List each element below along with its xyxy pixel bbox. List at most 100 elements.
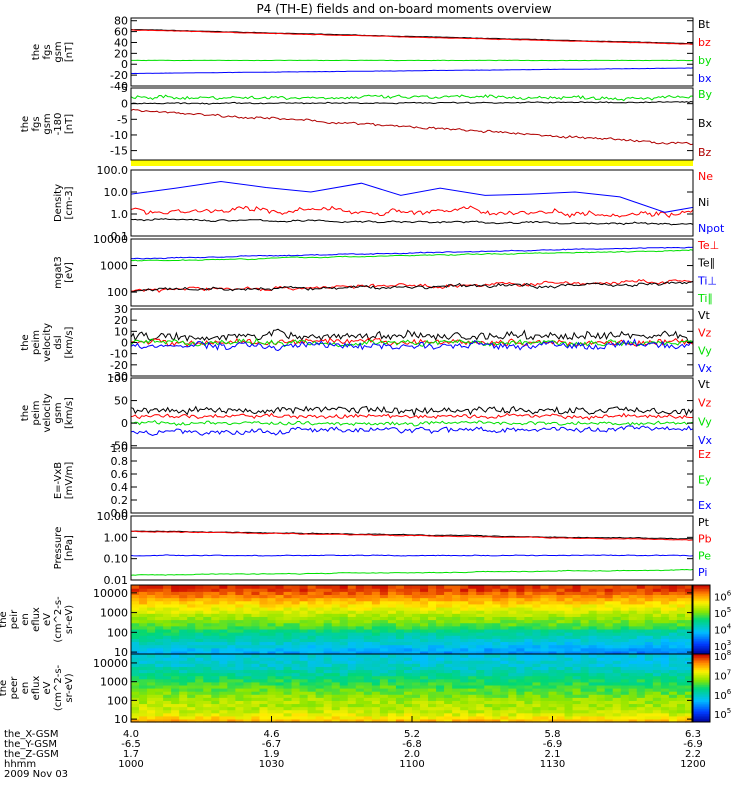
heatmap-cell <box>596 635 606 639</box>
heatmap-cell <box>572 706 582 711</box>
heatmap-cell <box>403 619 413 624</box>
heatmap-cell <box>283 669 293 674</box>
heatmap-cell <box>203 606 212 611</box>
heatmap-cell <box>428 712 437 717</box>
heatmap-cell <box>684 654 694 658</box>
heatmap-cell <box>428 619 437 624</box>
heatmap-cell <box>235 669 244 674</box>
heatmap-cell <box>131 616 140 621</box>
series-temperature-3 <box>130 249 694 262</box>
ytick-label: 1.00 <box>104 531 129 544</box>
heatmap-cell <box>307 644 317 649</box>
heatmap-cell <box>163 706 172 711</box>
heatmap-cell <box>556 588 566 592</box>
heatmap-cell <box>668 600 678 605</box>
heatmap-cell <box>596 691 606 695</box>
legend-Ni: Ni <box>698 196 709 209</box>
heatmap-cell <box>412 603 421 608</box>
legend-Pb: Pb <box>698 533 712 546</box>
heatmap-cell <box>596 666 606 671</box>
heatmap-cell <box>500 700 509 705</box>
heatmap-cell <box>243 681 253 686</box>
heatmap-cell <box>684 712 694 717</box>
heatmap-cell <box>155 600 164 605</box>
heatmap-cell <box>452 619 461 624</box>
heatmap-cell <box>187 706 196 711</box>
heatmap-cell <box>275 657 285 661</box>
heatmap-cell <box>500 650 509 655</box>
heatmap-cell <box>476 657 485 661</box>
ytick-label: 1000 <box>100 676 128 689</box>
heatmap-cell <box>540 718 550 723</box>
heatmap-cell <box>644 644 654 649</box>
heatmap-cell <box>508 718 517 723</box>
heatmap-cell <box>548 641 558 646</box>
heatmap-cell <box>516 660 525 664</box>
heatmap-cell <box>668 666 678 671</box>
heatmap-cell <box>468 594 477 599</box>
colorbar-segment <box>692 681 710 684</box>
heatmap-cell <box>363 715 373 720</box>
heatmap-cell <box>235 712 244 717</box>
heatmap-cell <box>548 660 558 664</box>
heatmap-cell <box>187 588 196 592</box>
heatmap-cell <box>219 619 228 624</box>
heatmap-cell <box>564 688 574 692</box>
heatmap-cell <box>468 660 477 664</box>
heatmap-cell <box>436 712 445 717</box>
heatmap-cell <box>155 678 164 683</box>
heatmap-cell <box>484 691 493 695</box>
heatmap-cell <box>315 616 325 621</box>
heatmap-cell <box>147 718 156 723</box>
heatmap-cell <box>428 650 437 655</box>
heatmap-cell <box>131 672 140 677</box>
heatmap-cell <box>403 678 413 683</box>
heatmap-cell <box>283 709 293 714</box>
heatmap-cell <box>251 600 261 605</box>
heatmap-cell <box>331 619 341 624</box>
heatmap-cell <box>684 700 694 705</box>
heatmap-cell <box>355 632 365 636</box>
heatmap-cell <box>556 647 566 652</box>
colorbar-segment <box>692 633 710 636</box>
heatmap-cell <box>139 678 148 683</box>
heatmap-cell <box>243 706 253 711</box>
heatmap-cell <box>139 675 148 680</box>
heatmap-cell <box>524 628 534 633</box>
heatmap-cell <box>195 600 204 605</box>
heatmap-cell <box>283 660 293 664</box>
heatmap-cell <box>387 585 397 589</box>
heatmap-cell <box>428 703 437 708</box>
heatmap-cell <box>540 600 550 605</box>
heatmap-cell <box>516 625 525 630</box>
heatmap-cell <box>283 700 293 705</box>
colorbar-segment <box>692 660 710 663</box>
heatmap-cell <box>203 715 212 720</box>
heatmap-cell <box>267 660 277 664</box>
heatmap-cell <box>211 715 220 720</box>
ytick-label: -10 <box>110 129 128 142</box>
heatmap-cell <box>371 666 381 671</box>
heatmap-cell <box>355 691 365 695</box>
heatmap-cell <box>363 694 373 698</box>
heatmap-cell <box>652 644 662 649</box>
heatmap-cell <box>444 635 453 639</box>
heatmap-cell <box>412 635 421 639</box>
colorbar-segment <box>692 718 710 721</box>
heatmap-cell <box>371 709 381 714</box>
heatmap-cell <box>580 684 590 689</box>
heatmap-cell <box>379 591 389 596</box>
heatmap-cell <box>532 606 542 611</box>
heatmap-cell <box>243 641 253 646</box>
heatmap-cell <box>283 622 293 627</box>
heatmap-cell <box>379 657 389 661</box>
heatmap-cell <box>500 644 509 649</box>
ylabel-line: the <box>0 680 9 696</box>
heatmap-cell <box>532 644 542 649</box>
heatmap-cell <box>660 654 670 658</box>
heatmap-cell <box>524 675 534 680</box>
heatmap-cell <box>403 706 413 711</box>
heatmap-cell <box>275 641 285 646</box>
heatmap-cell <box>147 628 156 633</box>
heatmap-cell <box>604 588 614 592</box>
